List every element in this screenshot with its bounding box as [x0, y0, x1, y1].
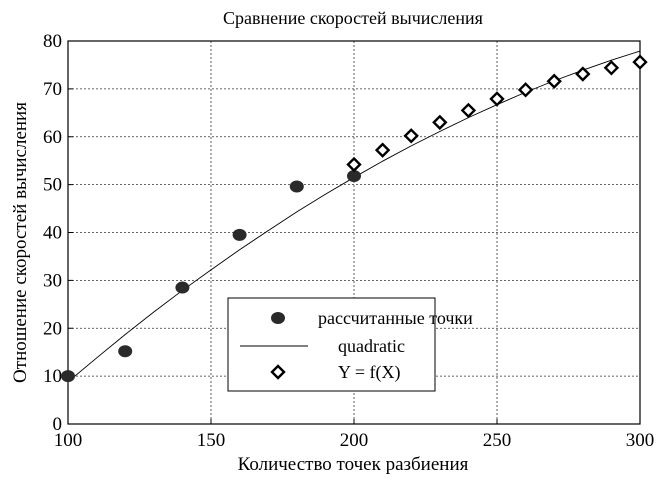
fx-point: [546, 73, 562, 89]
y-tick-label: 0: [53, 414, 63, 435]
computed-point: [61, 370, 75, 383]
fx-point: [374, 142, 391, 158]
fx-point: [432, 114, 448, 131]
chart-title: Сравнение скоростей вычисления: [223, 8, 483, 28]
fx-point: [346, 156, 362, 173]
fx-point: [517, 82, 534, 98]
legend-label: quadratic: [338, 336, 405, 356]
fx-point: [575, 66, 591, 82]
fx-point: [403, 128, 419, 144]
y-tick-label: 80: [43, 31, 62, 52]
y-tick-label: 20: [43, 318, 62, 339]
computed-point: [289, 180, 304, 193]
y-tick-label: 30: [43, 270, 62, 291]
x-tick-label: 100: [54, 430, 83, 451]
data-points: [61, 54, 648, 383]
y-tick-label: 50: [43, 175, 62, 196]
fx-point: [460, 102, 477, 119]
computed-point: [232, 228, 247, 241]
x-tick-label: 300: [626, 430, 655, 451]
fx-point: [603, 60, 620, 76]
x-axis-title: Количество точек разбиения: [238, 454, 469, 475]
fx-point: [489, 91, 505, 107]
computed-point: [118, 345, 133, 358]
fx-point: [632, 54, 648, 70]
computed-point: [175, 281, 190, 294]
y-tick-label: 60: [43, 127, 62, 148]
legend-marker-fx: [270, 364, 286, 380]
legend: рассчитанные точки quadratic Y = f(X): [227, 297, 473, 392]
legend-marker-computed: [271, 312, 285, 324]
legend-box: [227, 297, 436, 392]
y-tick-label: 70: [43, 79, 62, 100]
x-tick-label: 150: [197, 430, 226, 451]
y-tick-label: 40: [43, 223, 62, 244]
x-tick-label: 250: [483, 430, 512, 451]
x-tick-label: 200: [340, 430, 369, 451]
legend-label: Y = f(X): [338, 362, 400, 383]
legend-label: рассчитанные точки: [318, 308, 473, 328]
axis-ticks: 100 150 200 250 300 0 10 20 30 40 50 60 70 80: [43, 31, 654, 451]
y-axis-title: Отношение скоростей вычисления: [10, 102, 31, 383]
computed-point: [347, 170, 361, 183]
y-tick-label: 10: [43, 366, 62, 387]
